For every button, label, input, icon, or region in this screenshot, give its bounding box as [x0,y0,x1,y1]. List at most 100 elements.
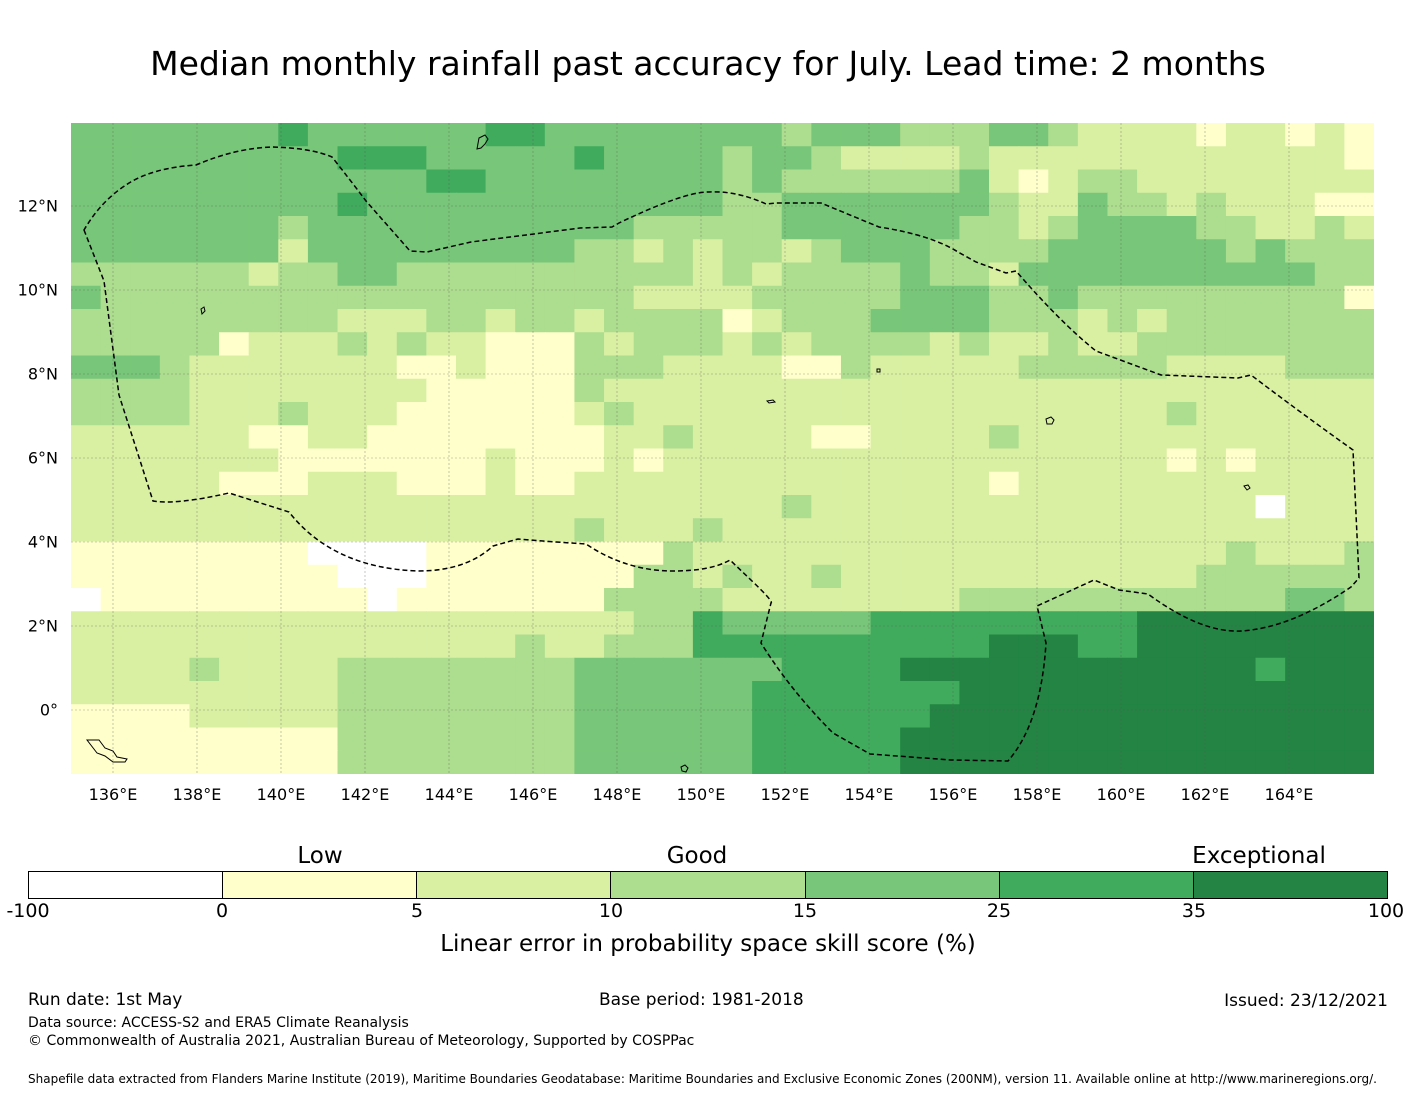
grid-cell [1196,681,1227,705]
grid-cell [367,518,398,543]
grid-cell [1344,192,1374,217]
grid-cell [189,285,220,310]
grid-cell [71,146,102,171]
grid-cell [692,239,724,264]
grid-cell [455,285,487,310]
grid-cell [515,657,546,682]
grid-cell [1255,750,1286,774]
grid-cell [189,541,220,566]
grid-cell [781,239,812,264]
grid-cell [1285,634,1316,659]
colorbar-segment [805,872,1000,898]
grid-cell [307,378,339,403]
grid-cell [663,588,694,612]
grid-cell [1077,262,1109,287]
grid-cell [1107,378,1138,403]
grid-cell [781,285,812,310]
grid-cell [900,402,931,426]
grid-cell [840,332,872,357]
grid-cell [71,378,102,403]
grid-cell [989,332,1020,357]
grid-cell [278,471,309,496]
grid-cell [692,448,724,473]
grid-cell [900,239,931,264]
grid-cell [1255,192,1286,217]
grid-cell [130,425,161,450]
grid-cell [455,216,487,240]
grid-cell [219,564,250,589]
grid-cell [1285,681,1316,705]
grid-cell [959,518,990,543]
grid-cell [1314,727,1345,752]
grid-cell [544,216,576,240]
grid-cell [337,750,368,774]
grid-cell [752,309,783,333]
grid-cell [1255,355,1286,380]
grid-cell [1285,378,1316,403]
grid-cell [1255,495,1286,519]
grid-cell [1166,378,1197,403]
grid-cell [604,309,635,333]
grid-cell [367,355,398,380]
grid-cell [71,355,102,380]
grid-cell [396,727,427,752]
grid-cell [811,541,842,566]
grid-cell [219,239,250,264]
grid-cell [515,634,546,659]
grid-cell [1166,332,1197,357]
grid-cell [426,588,457,612]
lat-label: 0° [39,700,58,720]
grid-cell [663,285,694,310]
grid-cell [396,657,427,682]
grid-cell [100,448,131,473]
grid-cell [781,146,812,171]
grid-cell [219,518,250,543]
grid-cell [396,588,427,612]
grid-cell [307,541,339,566]
grid-cell [752,495,783,519]
grid-cell [840,262,872,287]
colorbar-segment [999,872,1194,898]
grid-cell [959,471,990,496]
grid-cell [544,309,576,333]
grid-cell [337,332,368,357]
grid-cell [1255,588,1286,612]
grid-cell [929,495,961,519]
grid-cell [426,309,457,333]
grid-cell [692,285,724,310]
grid-cell [722,425,753,450]
grid-cell [574,495,605,519]
grid-cell [248,634,279,659]
grid-cell [1077,239,1109,264]
grid-cell [840,634,872,659]
grid-cell [278,169,309,194]
grid-cell [1137,332,1168,357]
grid-cell [1166,262,1197,287]
grid-cell [959,704,990,729]
grid-cell [485,192,516,217]
grid-cell [248,309,279,333]
grid-cell [781,518,812,543]
grid-cell [811,378,842,403]
grid-cell [900,332,931,357]
grid-cell [1107,541,1138,566]
grid-cell [692,192,724,217]
grid-cell [900,495,931,519]
grid-cell [485,355,516,380]
colorbar-tick: -100 [6,900,50,922]
grid-cell [100,285,131,310]
grid-cell [367,541,398,566]
grid-cell [1107,355,1138,380]
grid-cell [870,285,901,310]
grid-cell [663,169,694,194]
lon-label: 138°E [172,785,222,804]
grid-cell [604,169,635,194]
grid-cell [1137,402,1168,426]
grid-cell [71,123,102,147]
grid-cell [752,285,783,310]
grid-cell [1255,704,1286,729]
grid-cell [900,425,931,450]
grid-cell [248,750,279,774]
grid-cell [455,518,487,543]
grid-cell [1344,216,1374,240]
